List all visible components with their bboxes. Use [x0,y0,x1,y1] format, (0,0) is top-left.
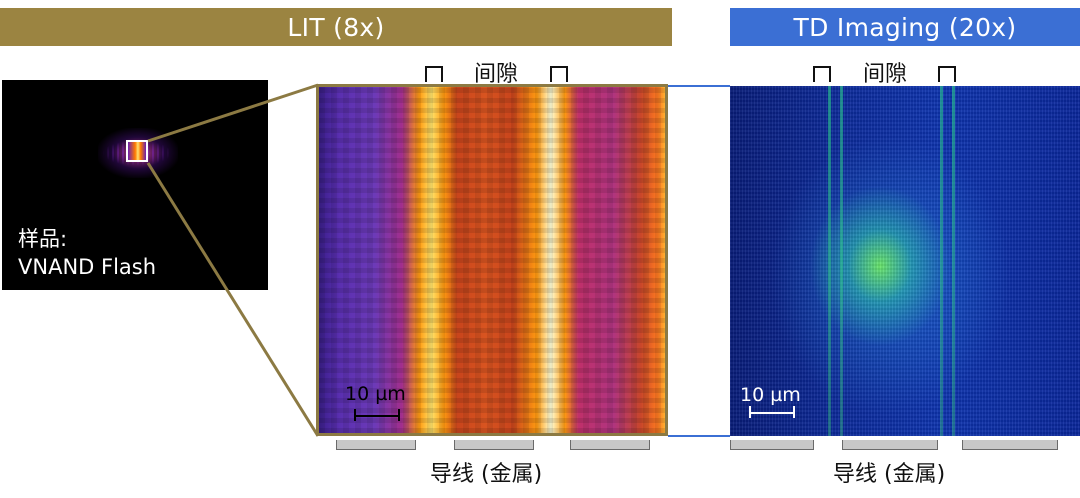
gap-bracket-icon [813,66,831,82]
td-imaging-banner: TD Imaging (20x) [730,8,1080,46]
metal-line-marker [454,440,534,450]
metal-line-marker [842,440,938,450]
td-scale-tick-right [793,406,795,418]
lit-banner-title: LIT (8x) [287,12,385,42]
td-noise-texture [730,86,1080,436]
zoom-region-box [126,140,148,162]
lit-scale-tick-right [398,409,400,421]
metal-line-marker [570,440,650,450]
td-metal-label: 导线 (金属) [833,462,946,487]
td-scale-bar [750,412,794,414]
td-edge-line [828,86,831,436]
lit-thermal-image: 10 µm [316,84,668,436]
td-gap-label: 间隙 [863,62,908,87]
gap-bracket-icon [550,66,568,82]
zoom-line-bottom [146,162,320,437]
sample-name: VNAND Flash [18,255,157,279]
lit-gap-label: 间隙 [474,62,519,87]
td-scale-tick-left [749,406,751,418]
gap-bracket-icon [938,66,956,82]
lit-noise-texture [319,87,665,433]
sample-overview-image: 样品: VNAND Flash [2,80,268,290]
lit-scale-tick-left [354,409,356,421]
lit-metal-label: 导线 (金属) [430,462,543,487]
td-scale-label: 10 µm [740,384,801,406]
td-edge-line [940,86,943,436]
sample-label: 样品: [18,227,68,251]
td-banner-title: TD Imaging (20x) [793,12,1017,42]
metal-line-marker [336,440,416,450]
metal-line-marker [730,440,814,450]
td-edge-line [952,86,955,436]
td-imaging-image: 10 µm [730,86,1080,436]
td-edge-line [840,86,843,436]
lit-scale-label: 10 µm [345,383,406,405]
metal-line-marker [962,440,1058,450]
lit-banner: LIT (8x) [0,8,672,46]
gap-bracket-icon [425,66,443,82]
zoom-line-top [147,83,319,143]
lit-scale-bar [355,415,399,417]
